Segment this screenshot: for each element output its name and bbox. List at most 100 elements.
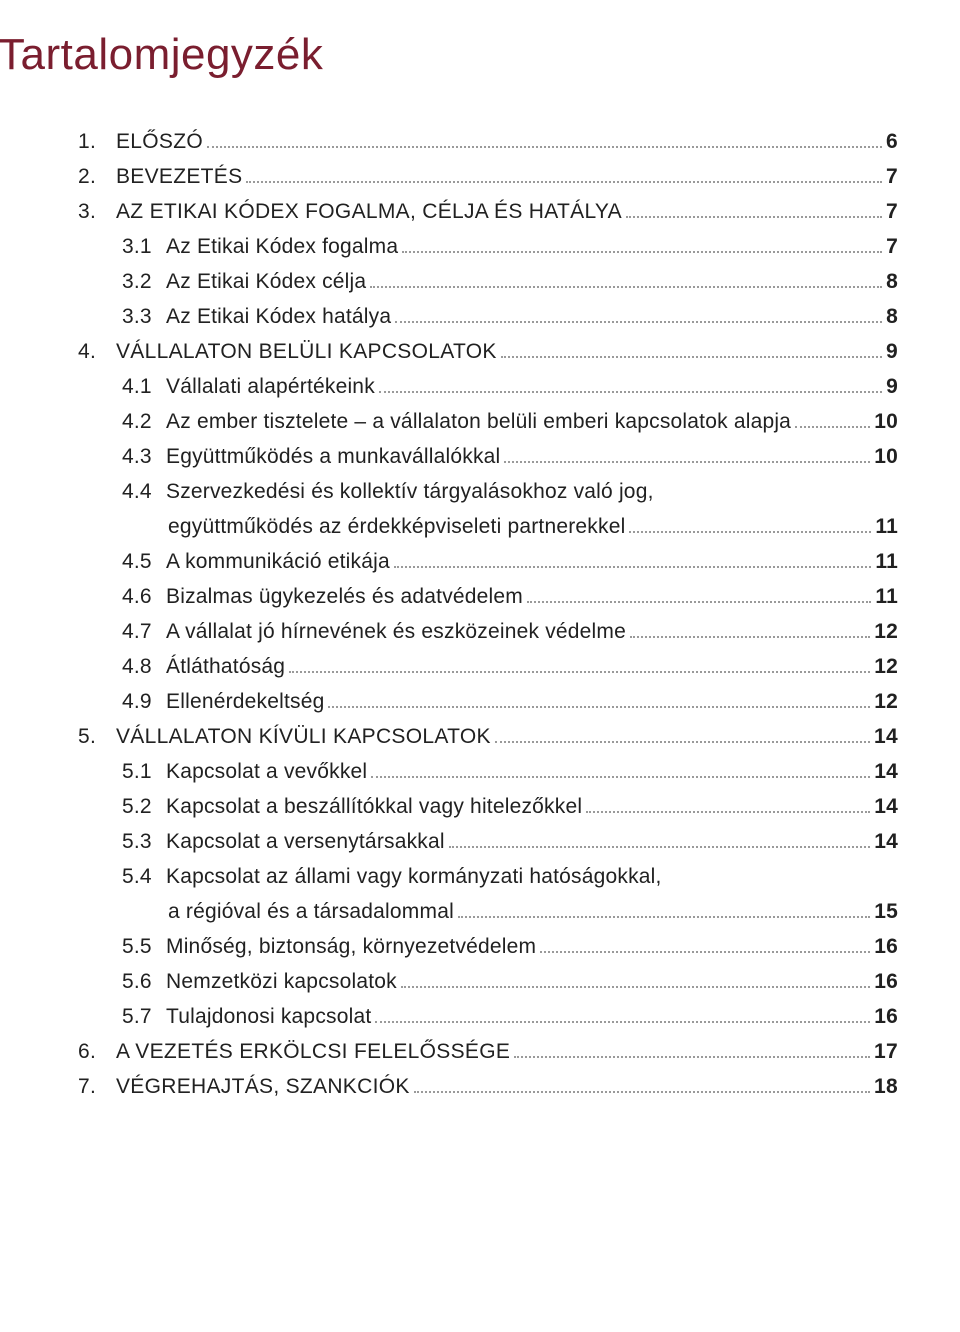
entry-number: 4.4 [122,480,160,504]
toc-row: 4.1 Vállalati alapértékeink 9 [78,375,898,399]
entry-label: A VEZETÉS ERKÖLCSI FELELŐSSÉGE [110,1040,510,1064]
entry-page: 6 [886,130,898,154]
entry-number: 4.3 [122,445,160,469]
entry-label: Bizalmas ügykezelés és adatvédelem [160,585,523,609]
dot-leader [630,636,870,638]
entry-label: VÉGREHAJTÁS, SZANKCIÓK [110,1075,410,1099]
entry-label: Kapcsolat a versenytársakkal [160,830,445,854]
entry-page: 11 [875,515,898,539]
entry-label: Nemzetközi kapcsolatok [160,970,397,994]
entry-page: 11 [875,585,898,609]
toc-row: 4.6 Bizalmas ügykezelés és adatvédelem 1… [78,585,898,609]
entry-page: 12 [874,620,898,644]
toc-row: 5.6 Nemzetközi kapcsolatok 16 [78,970,898,994]
entry-number: 1. [78,130,110,154]
entry-label: Kapcsolat a beszállítókkal vagy hitelező… [160,795,582,819]
entry-number: 6. [78,1040,110,1064]
entry-number: 5.2 [122,795,160,819]
entry-page: 11 [875,550,898,574]
dot-leader [414,1091,870,1093]
dot-leader [289,671,870,673]
entry-number: 4.8 [122,655,160,679]
entry-label: Az Etikai Kódex célja [160,270,366,294]
toc-row: 5.7 Tulajdonosi kapcsolat 16 [78,1005,898,1029]
entry-number: 3.2 [122,270,160,294]
entry-label: Az Etikai Kódex hatálya [160,305,391,329]
toc-row: 3.3 Az Etikai Kódex hatálya 8 [78,305,898,329]
entry-number: 4. [78,340,110,364]
entry-page: 14 [874,760,898,784]
dot-leader [370,286,882,288]
entry-number: 3. [78,200,110,224]
dot-leader [394,566,872,568]
entry-label: a régióval és a társadalommal [168,900,454,924]
entry-page: 7 [886,200,898,224]
entry-label: Szervezkedési és kollektív tárgyalásokho… [160,480,654,504]
entry-page: 8 [886,270,898,294]
entry-number: 5.5 [122,935,160,959]
toc-row: 5.1 Kapcsolat a vevőkkel 14 [78,760,898,784]
entry-label: Vállalati alapértékeink [160,375,375,399]
entry-number: 4.1 [122,375,160,399]
entry-page: 16 [874,1005,898,1029]
dot-leader [586,811,870,813]
entry-page: 17 [874,1040,898,1064]
dot-leader [371,776,870,778]
entry-label: együttműködés az érdekképviseleti partne… [168,515,625,539]
toc-row: 3. AZ ETIKAI KÓDEX FOGALMA, CÉLJA ÉS HAT… [78,200,898,224]
entry-number: 5.3 [122,830,160,854]
dot-leader [540,951,870,953]
dot-leader [527,601,871,603]
dot-leader [795,426,870,428]
entry-number: 4.2 [122,410,160,434]
entry-number: 5. [78,725,110,749]
toc-row: 5.3 Kapcsolat a versenytársakkal 14 [78,830,898,854]
entry-page: 9 [886,340,898,364]
dot-leader [328,706,870,708]
entry-label: VÁLLALATON BELÜLI KAPCSOLATOK [110,340,497,364]
entry-label: Kapcsolat a vevőkkel [160,760,367,784]
entry-page: 14 [874,725,898,749]
dot-leader [395,321,882,323]
entry-page: 9 [886,375,898,399]
dot-leader [504,461,870,463]
toc-row: 4.9 Ellenérdekeltség 12 [78,690,898,714]
dot-leader [207,146,882,148]
entry-number: 3.3 [122,305,160,329]
toc-row: 5.2 Kapcsolat a beszállítókkal vagy hite… [78,795,898,819]
entry-label: Együttműködés a munkavállalókkal [160,445,500,469]
toc-row: 4.3 Együttműködés a munkavállalókkal 10 [78,445,898,469]
toc-row: 6. A VEZETÉS ERKÖLCSI FELELŐSSÉGE 17 [78,1040,898,1064]
entry-number: 7. [78,1075,110,1099]
toc-row: 4.8 Átláthatóság 12 [78,655,898,679]
toc-row: együttműködés az érdekképviseleti partne… [78,515,898,539]
dot-leader [458,916,870,918]
entry-label: A kommunikáció etikája [160,550,390,574]
toc-row: 7. VÉGREHAJTÁS, SZANKCIÓK 18 [78,1075,898,1099]
entry-page: 16 [874,970,898,994]
toc-row: 4. VÁLLALATON BELÜLI KAPCSOLATOK 9 [78,340,898,364]
dot-leader [495,741,870,743]
dot-leader [449,846,871,848]
toc-row: 2. BEVEZETÉS 7 [78,165,898,189]
dot-leader [629,531,871,533]
entry-page: 18 [874,1075,898,1099]
entry-number: 2. [78,165,110,189]
entry-number: 4.5 [122,550,160,574]
entry-label: Minőség, biztonság, környezetvédelem [160,935,536,959]
entry-page: 14 [874,795,898,819]
toc-row: a régióval és a társadalommal 15 [78,900,898,924]
entry-page: 7 [886,235,898,259]
entry-page: 12 [874,690,898,714]
entry-page: 7 [886,165,898,189]
table-of-contents: 1. ELŐSZÓ 6 2. BEVEZETÉS 7 3. AZ ETIKAI … [0,110,960,1099]
toc-row: 3.1 Az Etikai Kódex fogalma 7 [78,235,898,259]
entry-label: Kapcsolat az állami vagy kormányzati hat… [160,865,662,889]
entry-page: 16 [874,935,898,959]
toc-row: 4.7 A vállalat jó hírnevének és eszközei… [78,620,898,644]
entry-number: 4.9 [122,690,160,714]
entry-page: 14 [874,830,898,854]
entry-page: 8 [886,305,898,329]
entry-page: 10 [874,445,898,469]
entry-label: VÁLLALATON KÍVÜLI KAPCSOLATOK [110,725,491,749]
